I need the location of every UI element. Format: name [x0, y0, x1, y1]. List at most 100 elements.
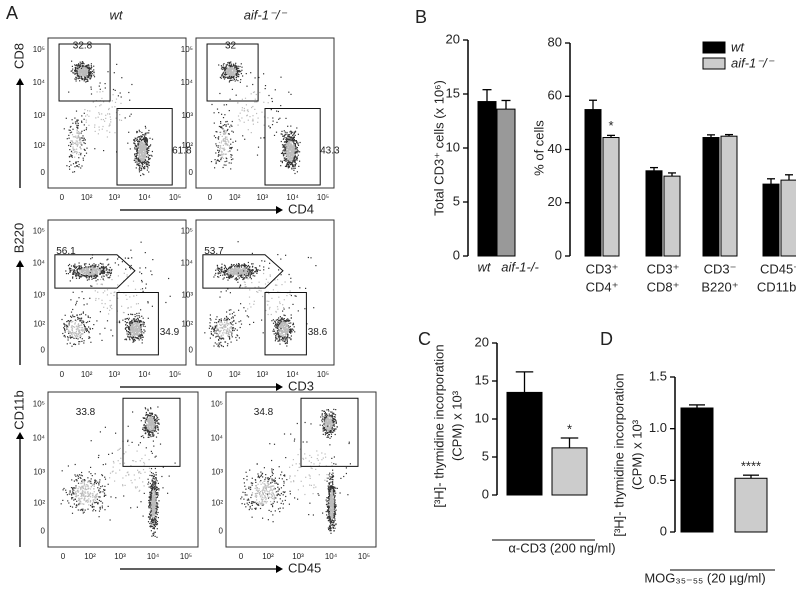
- event-dot: [77, 318, 79, 320]
- event-dot: [131, 322, 133, 325]
- event-dot: [153, 426, 155, 428]
- event-dot: [82, 327, 84, 329]
- event-dot: [90, 341, 92, 343]
- event-dot: [84, 76, 86, 78]
- event-dot: [287, 142, 289, 145]
- event-dot: [129, 296, 131, 298]
- event-dot: [235, 265, 237, 267]
- event-dot: [287, 135, 289, 137]
- event-dot: [149, 430, 151, 432]
- event-dot: [285, 159, 287, 161]
- event-dot: [220, 335, 222, 337]
- event-dot: [286, 340, 288, 342]
- event-dot: [295, 295, 297, 297]
- event-dot: [74, 73, 76, 75]
- event-dot: [265, 291, 267, 293]
- event-dot: [218, 330, 220, 332]
- event-dot: [71, 155, 73, 157]
- event-dot: [218, 154, 220, 156]
- event-dot: [256, 291, 258, 293]
- event-dot: [235, 268, 237, 270]
- event-dot: [299, 160, 301, 162]
- event-dot: [285, 330, 287, 332]
- event-dot: [150, 144, 152, 146]
- event-dot: [155, 428, 157, 430]
- event-dot: [153, 435, 155, 437]
- event-dot: [63, 328, 66, 330]
- event-dot: [229, 68, 231, 70]
- event-dot: [276, 323, 278, 325]
- event-dot: [103, 270, 106, 273]
- event-dot: [217, 276, 219, 278]
- event-dot: [69, 332, 71, 334]
- event-dot: [141, 157, 143, 159]
- event-dot: [104, 303, 106, 305]
- event-dot: [287, 318, 289, 320]
- event-dot: [88, 64, 90, 66]
- event-dot: [148, 419, 150, 421]
- event-dot: [223, 129, 225, 131]
- event-dot: [255, 267, 257, 269]
- event-dot: [122, 319, 124, 321]
- event-dot: [132, 338, 134, 340]
- event-dot: [78, 343, 80, 345]
- event-dot: [65, 117, 67, 119]
- event-dot: [94, 126, 96, 128]
- event-dot: [280, 321, 282, 323]
- event-dot: [222, 274, 224, 276]
- event-dot: [146, 141, 148, 143]
- event-dot: [84, 71, 86, 73]
- event-dot: [145, 134, 147, 136]
- event-dot: [85, 275, 87, 277]
- event-dot: [78, 266, 81, 268]
- event-dot: [146, 420, 148, 422]
- event-dot: [287, 125, 289, 127]
- event-dot: [282, 135, 284, 137]
- event-dot: [254, 286, 256, 288]
- event-dot: [151, 413, 154, 415]
- event-dot: [102, 269, 104, 271]
- event-dot: [132, 334, 134, 336]
- event-dot: [84, 326, 86, 328]
- event-dot: [250, 306, 252, 308]
- event-dot: [70, 311, 73, 313]
- event-dot: [275, 325, 277, 327]
- event-dot: [100, 269, 102, 271]
- event-dot: [136, 154, 138, 156]
- event-dot: [281, 335, 283, 338]
- x-tick-label: 10⁵: [317, 193, 329, 202]
- event-dot: [292, 323, 295, 325]
- event-dot: [221, 156, 223, 158]
- event-dot: [139, 164, 141, 166]
- event-dot: [134, 337, 136, 339]
- event-dot: [220, 145, 222, 147]
- event-dot: [261, 260, 263, 262]
- event-dot: [224, 70, 226, 72]
- event-dot: [78, 330, 80, 332]
- event-dot: [278, 325, 280, 327]
- event-dot: [288, 328, 290, 330]
- event-dot: [144, 154, 147, 156]
- event-dot: [145, 165, 147, 167]
- event-dot: [144, 330, 146, 332]
- event-dot: [139, 334, 141, 336]
- event-dot: [137, 140, 140, 142]
- event-dot: [232, 327, 234, 329]
- event-dot: [85, 121, 87, 123]
- event-dot: [221, 66, 223, 68]
- event-dot: [150, 423, 152, 425]
- event-dot: [84, 72, 86, 74]
- event-dot: [223, 130, 225, 132]
- event-dot: [254, 101, 256, 103]
- event-dot: [82, 312, 84, 314]
- event-dot: [293, 138, 295, 141]
- event-dot: [136, 130, 138, 133]
- event-dot: [146, 139, 148, 141]
- event-dot: [82, 65, 84, 67]
- event-dot: [214, 325, 216, 327]
- event-dot: [287, 150, 290, 152]
- event-dot: [238, 274, 240, 276]
- event-dot: [225, 65, 227, 67]
- event-dot: [287, 333, 289, 335]
- event-dot: [149, 417, 151, 419]
